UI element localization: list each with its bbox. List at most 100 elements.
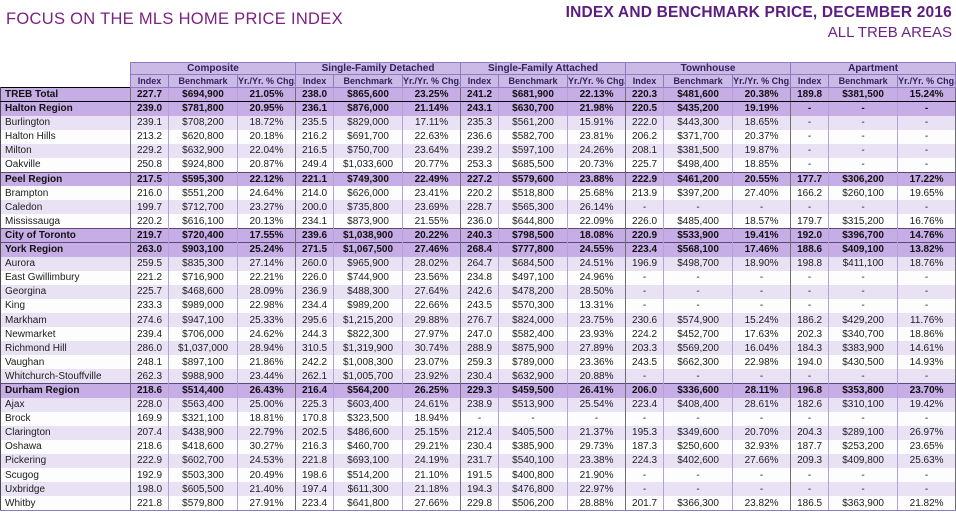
value-cell: $611,300 [333,482,403,497]
value-cell: 17.11% [402,115,461,130]
value-cell: 216.4 [295,382,334,398]
value-cell: $865,600 [333,86,403,103]
value-cell: $383,900 [828,341,898,356]
value-cell: 225.3 [295,397,334,412]
value-cell: 204.3 [790,425,829,440]
value-cell: $408,400 [663,397,733,412]
value-cell: 24.64% [236,186,296,201]
value-cell: 25.15% [402,425,461,440]
region-name: Scugog [0,468,131,483]
value-cell: 23.75% [567,313,626,328]
value-cell: $875,900 [498,341,568,356]
value-cell: 19.42% [897,397,956,412]
value-cell: 220.9 [625,227,664,243]
value-cell: 14.61% [897,341,956,356]
value-cell: 253.3 [460,157,499,173]
value-cell: - [828,143,898,158]
value-cell: $468,600 [168,284,238,299]
value-cell: 20.55% [732,171,791,187]
value-cell: 22.98% [732,355,791,370]
value-cell: $662,300 [663,355,733,370]
sub-header: Yr./Yr. % Chg. [567,74,627,88]
value-cell: - [625,284,664,299]
value-cell: $429,200 [828,313,898,328]
value-cell: 262.3 [130,369,169,384]
region-name: Brampton [0,186,131,201]
value-cell: - [625,270,664,285]
region-name: Mississauga [0,214,131,229]
value-cell: 216.3 [295,439,334,454]
value-cell: 24.51% [567,256,626,271]
report-title-block: INDEX AND BENCHMARK PRICE, DECEMBER 2016… [566,4,952,41]
value-cell: $498,700 [663,256,733,271]
value-cell: 286.0 [130,341,169,356]
value-cell: 220.5 [625,101,664,116]
value-cell: 182.6 [790,397,829,412]
value-cell: 195.3 [625,425,664,440]
page-title: FOCUS ON THE MLS HOME PRICE INDEX [6,10,343,28]
value-cell: 21.37% [567,425,626,440]
value-cell: 23.07% [402,355,461,370]
value-cell: $402,600 [663,453,733,469]
table-row: Oakville 250.8 $924,800 20.87% 249.4 $1,033,6… [0,157,956,173]
value-cell: 26.43% [236,382,296,398]
value-cell: $574,900 [663,313,733,328]
value-cell: 21.55% [402,214,461,229]
value-cell: $750,700 [333,143,403,158]
value-cell: $706,000 [168,327,238,342]
value-cell: 28.94% [236,341,296,356]
value-cell: $924,800 [168,157,238,173]
value-cell: $565,300 [498,200,568,215]
value-cell: 17.55% [236,227,296,243]
value-cell: 220.3 [625,86,664,103]
value-cell: 27.89% [567,341,626,356]
value-cell: $616,100 [168,214,238,229]
value-cell: $561,200 [498,115,568,130]
value-cell: 25.68% [567,186,626,201]
value-cell: $579,800 [168,496,238,511]
table-row: Whitby 221.8 $579,800 27.91% 223.4 $641,800 27… [0,496,956,511]
value-cell: - [828,270,898,285]
value-cell: 231.7 [460,453,499,469]
value-cell: - [498,411,568,426]
region-name: Vaughan [0,355,131,370]
value-cell: 230.4 [460,369,499,384]
value-cell: 184.3 [790,341,829,356]
value-cell: - [663,284,733,299]
value-cell: 186.2 [790,313,829,328]
value-cell: - [790,157,829,173]
value-cell: 28.88% [567,496,626,511]
value-cell: 248.1 [130,355,169,370]
value-cell: 226.0 [625,214,664,229]
value-cell: 24.19% [402,453,461,469]
value-cell: 22.21% [236,270,296,285]
value-cell: 27.14% [236,256,296,271]
value-cell: $777,800 [498,242,568,257]
value-cell: 19.41% [732,227,791,243]
table-row: East Gwillimbury 221.2 $716,900 22.21% 226.0… [0,270,956,285]
value-cell: $381,500 [828,86,898,103]
value-cell: - [732,298,791,313]
value-cell: 20.87% [236,157,296,173]
value-cell: $897,100 [168,355,238,370]
value-cell: 207.4 [130,425,169,440]
region-name: Pickering [0,453,131,469]
value-cell: 236.6 [460,129,499,144]
value-cell: 198.6 [295,468,334,483]
value-cell: $435,200 [663,101,733,116]
value-cell: 189.8 [790,86,829,103]
value-cell: 239.4 [130,327,169,342]
value-cell: $336,600 [663,382,733,398]
value-cell: - [460,411,499,426]
value-cell: $626,000 [333,186,403,201]
value-cell: - [828,129,898,144]
value-cell: 200.0 [295,200,334,215]
value-cell: $835,300 [168,256,238,271]
value-cell: 213.9 [625,186,664,201]
value-cell: - [790,270,829,285]
value-cell: 166.2 [790,186,829,201]
value-cell: 198.0 [130,482,169,497]
value-cell: $632,900 [168,143,238,158]
value-cell: 20.77% [402,157,461,173]
group-header: Single-Family Detached [295,62,462,75]
